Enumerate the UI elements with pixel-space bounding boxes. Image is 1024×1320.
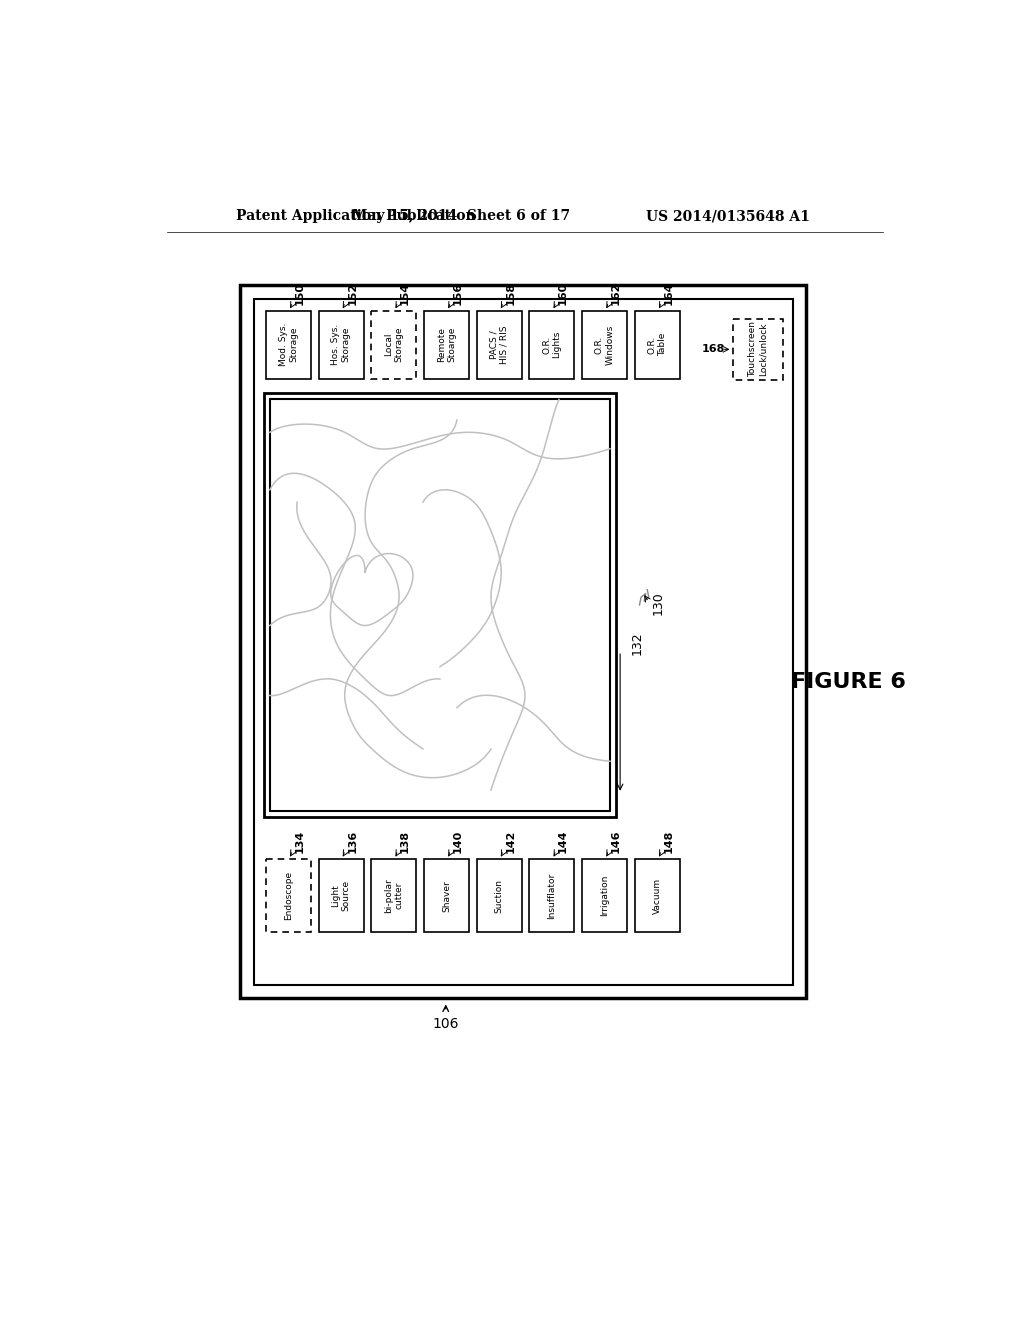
Text: 134: 134 bbox=[295, 830, 304, 853]
Text: 136: 136 bbox=[347, 830, 357, 853]
Bar bbox=[372, 859, 417, 932]
Text: 164: 164 bbox=[664, 281, 674, 305]
Text: US 2014/0135648 A1: US 2014/0135648 A1 bbox=[646, 209, 810, 223]
Bar bbox=[266, 312, 311, 379]
Text: 160: 160 bbox=[558, 281, 568, 305]
Bar bbox=[424, 312, 469, 379]
Bar bbox=[477, 312, 521, 379]
Bar bbox=[529, 859, 574, 932]
Bar bbox=[477, 859, 521, 932]
Text: 132: 132 bbox=[630, 632, 643, 655]
Text: O.R.
Table: O.R. Table bbox=[647, 333, 667, 356]
Text: Touchscreen
Lock/unlock: Touchscreen Lock/unlock bbox=[748, 321, 767, 378]
Text: O.R.
Windows: O.R. Windows bbox=[595, 325, 614, 364]
Text: 144: 144 bbox=[558, 829, 568, 853]
Bar bbox=[635, 312, 680, 379]
Text: 148: 148 bbox=[664, 829, 674, 853]
Text: 152: 152 bbox=[347, 281, 357, 305]
Text: O.R.
Lights: O.R. Lights bbox=[543, 331, 561, 359]
Bar bbox=[241, 285, 806, 998]
Text: bi-polar
cutter: bi-polar cutter bbox=[384, 878, 403, 913]
Bar bbox=[266, 859, 311, 932]
Text: Mod. Sys.
Storage: Mod. Sys. Storage bbox=[279, 323, 298, 367]
Bar bbox=[270, 400, 610, 810]
Bar bbox=[254, 300, 793, 985]
Text: Shaver: Shaver bbox=[442, 880, 451, 912]
Bar bbox=[635, 859, 680, 932]
Text: FIGURE 6: FIGURE 6 bbox=[792, 672, 906, 692]
Text: 138: 138 bbox=[400, 830, 410, 853]
Text: 146: 146 bbox=[611, 829, 621, 853]
Text: 158: 158 bbox=[506, 281, 515, 305]
Bar bbox=[318, 859, 364, 932]
Text: Light
Source: Light Source bbox=[332, 880, 351, 911]
Text: May 15, 2014  Sheet 6 of 17: May 15, 2014 Sheet 6 of 17 bbox=[352, 209, 570, 223]
Text: Vacuum: Vacuum bbox=[653, 878, 662, 913]
Text: Patent Application Publication: Patent Application Publication bbox=[237, 209, 476, 223]
Bar bbox=[583, 312, 627, 379]
Text: Hos. Sys.
Storage: Hos. Sys. Storage bbox=[332, 325, 351, 366]
Text: Endoscope: Endoscope bbox=[284, 871, 293, 920]
Text: 156: 156 bbox=[453, 281, 463, 305]
Text: 168: 168 bbox=[701, 345, 725, 354]
Bar bbox=[372, 312, 417, 379]
Text: Irrigation: Irrigation bbox=[600, 875, 609, 916]
Bar bbox=[318, 312, 364, 379]
Text: PACS /
HIS / RIS: PACS / HIS / RIS bbox=[489, 326, 509, 364]
Text: 140: 140 bbox=[453, 830, 463, 853]
Text: 150: 150 bbox=[295, 281, 304, 305]
Text: 130: 130 bbox=[652, 591, 665, 615]
Text: 154: 154 bbox=[400, 281, 410, 305]
Text: 106: 106 bbox=[432, 1016, 459, 1031]
Text: Suction: Suction bbox=[495, 879, 504, 912]
Bar bbox=[583, 859, 627, 932]
Text: 162: 162 bbox=[611, 281, 621, 305]
Bar bbox=[424, 859, 469, 932]
Bar bbox=[529, 312, 574, 379]
Bar bbox=[263, 393, 616, 817]
Bar bbox=[732, 318, 783, 380]
Text: Remote
Stoarge: Remote Stoarge bbox=[437, 327, 457, 363]
Text: 142: 142 bbox=[506, 829, 515, 853]
Text: Local
Storage: Local Storage bbox=[384, 327, 403, 363]
Text: Insufflator: Insufflator bbox=[548, 873, 556, 919]
